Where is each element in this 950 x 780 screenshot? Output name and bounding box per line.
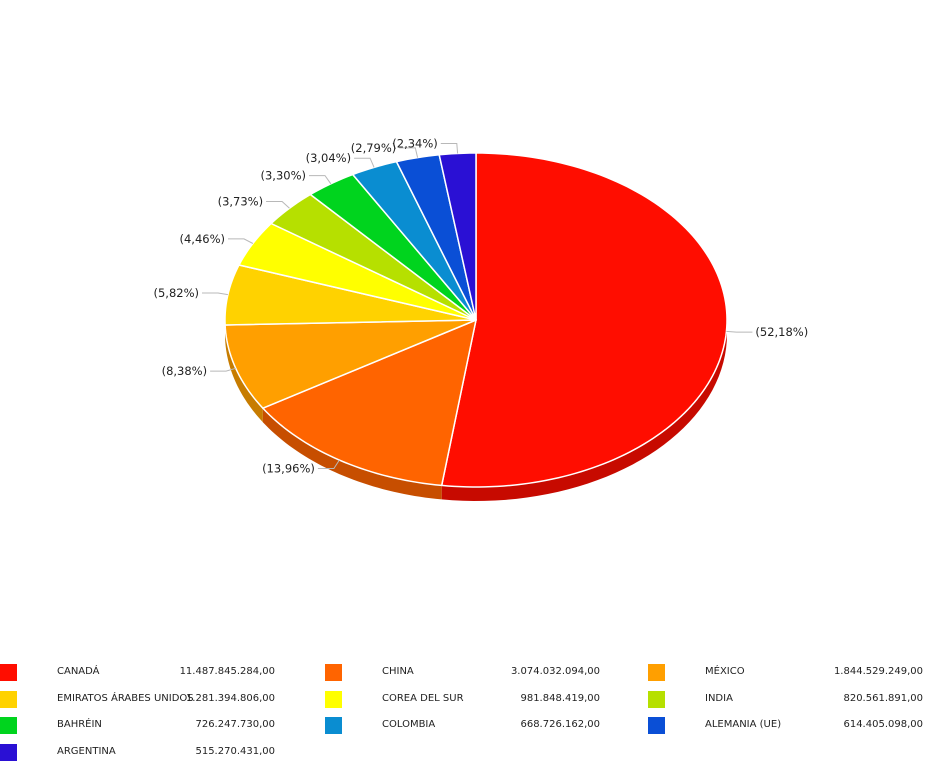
- legend-row: BAHRÉIN 726.247.730,00 COLOMBIA 668.726.162…: [0, 716, 950, 736]
- legend-label: COREA DEL SUR: [382, 693, 464, 704]
- pie-percent-label-8: (2,79%): [351, 141, 397, 155]
- legend-item[interactable]: CHINA 3.074.032.094,00: [325, 663, 600, 683]
- legend-swatch: [648, 664, 665, 681]
- legend-value: 668.726.162,00: [520, 719, 600, 730]
- pie-leader-line-5: [266, 201, 290, 209]
- pie-labels: (52,18%) (13,96%) (8,38%) (5,82%) (4,46%) (3,…: [153, 137, 808, 476]
- legend-item[interactable]: BAHRÉIN 726.247.730,00: [0, 716, 275, 736]
- legend-value: 726.247.730,00: [195, 719, 275, 730]
- pie-leader-line-3: [202, 292, 228, 296]
- pie-leader-line-2: [210, 367, 236, 372]
- legend-item[interactable]: EMIRATOS ÁRABES UNIDOS 1.281.394.806,00: [0, 690, 275, 710]
- legend-item[interactable]: ARGENTINA 515.270.431,00: [0, 743, 275, 763]
- pie-leader-line-8: [399, 147, 419, 158]
- legend-value: 1.844.529.249,00: [833, 666, 923, 677]
- legend-label: ARGENTINA: [57, 746, 116, 757]
- legend-row: CANADÁ 11.487.845.284,00 CHINA 3.074.032.09…: [0, 663, 950, 683]
- pie-percent-label-1: (13,96%): [262, 462, 315, 476]
- legend-value: 614.405.098,00: [843, 719, 923, 730]
- legend-swatch: [0, 664, 17, 681]
- pie-percent-label-5: (3,73%): [218, 195, 264, 209]
- legend-label: BAHRÉIN: [57, 719, 102, 730]
- legend-swatch: [648, 717, 665, 734]
- legend-value: 820.561.891,00: [843, 693, 923, 704]
- legend-swatch: [0, 744, 17, 761]
- pie-percent-label-2: (8,38%): [162, 364, 208, 378]
- legend-label: COLOMBIA: [382, 719, 436, 730]
- legend-item[interactable]: COLOMBIA 668.726.162,00: [325, 716, 600, 736]
- pie-slices: [224, 152, 728, 488]
- legend-row: ARGENTINA 515.270.431,00: [0, 743, 950, 763]
- pie-percent-label-9: (2,34%): [392, 137, 438, 151]
- pie-leader-line-6: [309, 175, 332, 185]
- legend-swatch: [0, 717, 17, 734]
- pie-leader-line-7: [354, 157, 375, 168]
- pie-percent-label-4: (4,46%): [179, 232, 225, 246]
- pie-leader-line-1: [317, 459, 340, 469]
- legend-label: CHINA: [382, 666, 414, 677]
- legend-swatch: [325, 691, 342, 708]
- pie-percent-label-7: (3,04%): [306, 151, 352, 165]
- legend-value: 515.270.431,00: [195, 746, 275, 757]
- legend-value: 981.848.419,00: [520, 693, 600, 704]
- legend-label: CANADÁ: [57, 666, 100, 677]
- pie-slice-2[interactable]: [224, 319, 477, 409]
- legend-value: 11.487.845.284,00: [179, 666, 275, 677]
- pie-slice-1[interactable]: [262, 319, 477, 487]
- legend-swatch: [648, 691, 665, 708]
- pie-percent-label-3: (5,82%): [153, 286, 199, 300]
- legend-item[interactable]: MÉXICO 1.844.529.249,00: [648, 663, 923, 683]
- pie-leader-line-9: [440, 143, 459, 154]
- pie-plot-area: (52,18%) (13,96%) (8,38%) (5,82%) (4,46%) (3,…: [153, 137, 808, 501]
- legend-swatch: [325, 717, 342, 734]
- legend-item[interactable]: COREA DEL SUR 981.848.419,00: [325, 690, 600, 710]
- pie-slice-5[interactable]: [270, 193, 477, 321]
- legend-swatch: [0, 691, 17, 708]
- legend-label: MÉXICO: [705, 666, 745, 677]
- pie-slice-3[interactable]: [224, 264, 477, 326]
- pie-percent-label-6: (3,30%): [260, 169, 306, 183]
- legend-label: INDIA: [705, 693, 733, 704]
- legend-swatch: [325, 664, 342, 681]
- legend-label: EMIRATOS ÁRABES UNIDOS: [57, 693, 194, 704]
- legend-item[interactable]: CANADÁ 11.487.845.284,00: [0, 663, 275, 683]
- pie-leader-line-4: [228, 238, 254, 244]
- pie-side-1: [262, 408, 442, 500]
- legend-item[interactable]: ALEMANIA (UE) 614.405.098,00: [648, 716, 923, 736]
- legend-value: 1.281.394.806,00: [185, 693, 275, 704]
- pie-slice-0[interactable]: [440, 152, 728, 488]
- pie-percent-label-0: (52,18%): [755, 325, 808, 339]
- legend-item[interactable]: INDIA 820.561.891,00: [648, 690, 923, 710]
- legend-row: EMIRATOS ÁRABES UNIDOS 1.281.394.806,00 CO…: [0, 690, 950, 710]
- legend-label: ALEMANIA (UE): [705, 719, 782, 730]
- pie-leader-line-0: [726, 330, 753, 333]
- legend-value: 3.074.032.094,00: [510, 666, 600, 677]
